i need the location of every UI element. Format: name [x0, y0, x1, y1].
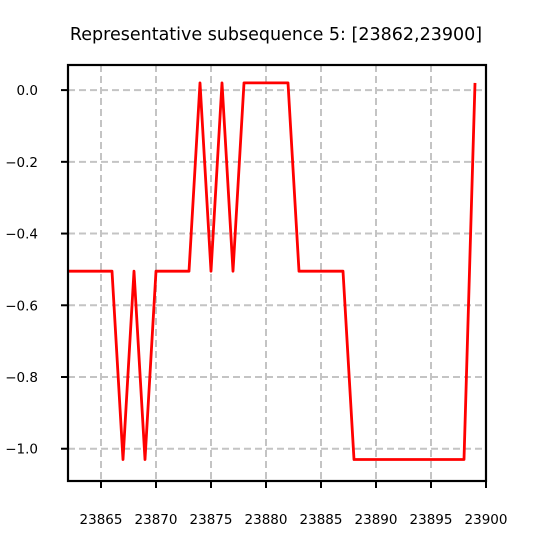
- y-tick-label: −0.4: [5, 227, 38, 243]
- x-tick-label: 23870: [135, 512, 178, 528]
- x-tick-label: 23890: [355, 512, 398, 528]
- y-axis: 0.0 −0.2 −0.4 −0.6 −0.8 −1.0: [5, 83, 68, 458]
- y-tick-label: 0.0: [17, 83, 38, 99]
- x-tick-label: 23895: [410, 512, 453, 528]
- grid: [68, 65, 487, 481]
- plot-frame: [66, 63, 488, 483]
- series-layer: [68, 81, 477, 461]
- x-tick-label: 23880: [245, 512, 288, 528]
- chart-title: Representative subsequence 5: [23862,239…: [70, 25, 482, 45]
- y-tick-label: −0.2: [5, 155, 38, 171]
- series-line: [68, 81, 477, 461]
- y-tick-label: −0.8: [5, 370, 38, 386]
- x-tick-label: 23865: [80, 512, 123, 528]
- y-tick-label: −1.0: [5, 442, 38, 458]
- x-tick-label: 23900: [465, 512, 508, 528]
- x-axis: 23865 23870 23875 23880 23885 23890 23895 23900: [80, 481, 508, 528]
- y-tick-label: −0.6: [5, 298, 38, 314]
- x-tick-label: 23885: [300, 512, 343, 528]
- x-tick-label: 23875: [190, 512, 233, 528]
